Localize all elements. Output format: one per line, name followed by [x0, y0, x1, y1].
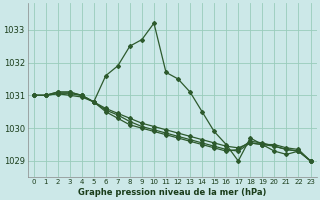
- X-axis label: Graphe pression niveau de la mer (hPa): Graphe pression niveau de la mer (hPa): [78, 188, 266, 197]
